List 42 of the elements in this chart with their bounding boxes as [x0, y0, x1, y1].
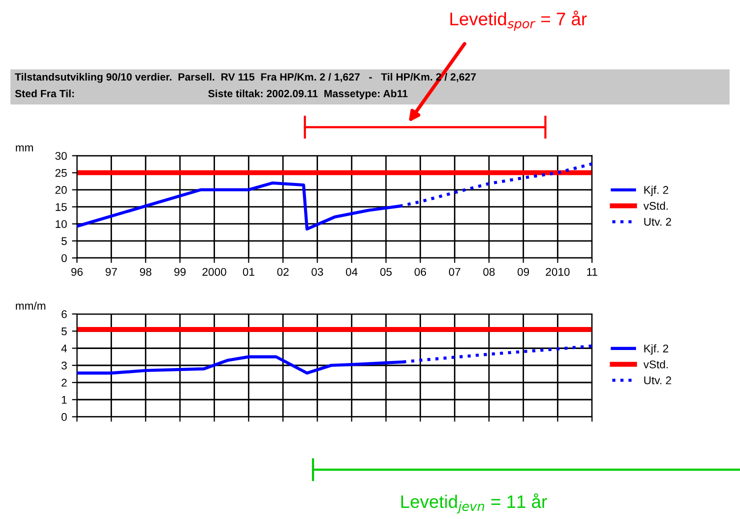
x-tick-label: 02 — [277, 268, 289, 276]
y-tick-label: 1 — [62, 396, 67, 404]
y-tick-label: 0 — [61, 413, 67, 421]
x-tick-label: 11 — [587, 268, 598, 276]
legend-label: Utv. 2 — [644, 376, 672, 384]
x-tick-label: 04 — [346, 268, 358, 276]
x-tick-label: 2000 — [202, 268, 226, 276]
x-tick-label: 06 — [414, 268, 426, 276]
y-tick-label: 15 — [56, 203, 67, 211]
x-tick-label: 98 — [140, 268, 152, 276]
y-tick-label: 4 — [61, 344, 67, 352]
x-tick-label: 08 — [483, 268, 495, 276]
y-tick-label: 3 — [61, 362, 67, 370]
legend-label: vStd. — [643, 202, 668, 210]
x-tick-label: 99 — [174, 268, 186, 276]
y-tick-label: 2 — [62, 378, 67, 387]
x-tick-label: 09 — [518, 268, 529, 276]
x-tick-label: 03 — [312, 268, 324, 276]
x-tick-label: 01 — [242, 268, 254, 276]
text: Levetid$_{spor}$ = 7 år — [450, 10, 587, 31]
x-tick-label: 97 — [106, 268, 117, 276]
y-tick-label: 25 — [55, 169, 67, 177]
y-tick-label: 10 — [56, 220, 67, 228]
legend-label: vStd. — [643, 360, 668, 368]
y-tick-label: 30 — [55, 152, 67, 160]
chart-title: Tilstandsutvikling 90/10 verdier. Parsell. RV 115 Fra HP/Km. 2 / 1,627 - Til HP/Km. 2 / 2,627 — [14, 72, 476, 83]
y-tick-label: 5 — [62, 237, 67, 246]
y-tick-label: 20 — [55, 186, 67, 194]
text: Levetid$_{jevn}$ = 11 år — [401, 493, 547, 514]
y-tick-label: 5 — [62, 328, 67, 336]
y-axis-title: mm/m — [16, 302, 46, 310]
x-tick-label: 2010 — [546, 268, 570, 276]
chart-subtitle: Sted Fra Til: Siste tiltak: 2002.09.11 Massetype: Ab11 — [15, 90, 408, 100]
x-tick-label: 07 — [448, 268, 460, 276]
y-tick-label: 0 — [61, 254, 67, 262]
x-tick-label: 05 — [380, 268, 392, 276]
legend-label: Kjf. 2 — [644, 344, 668, 355]
y-tick-label: 6 — [62, 310, 67, 318]
y-axis-title: mm — [16, 145, 33, 152]
x-tick-label: 96 — [71, 268, 83, 276]
legend-label: Kjf. 2 — [644, 186, 668, 196]
legend-label: Utv. 2 — [644, 218, 672, 226]
